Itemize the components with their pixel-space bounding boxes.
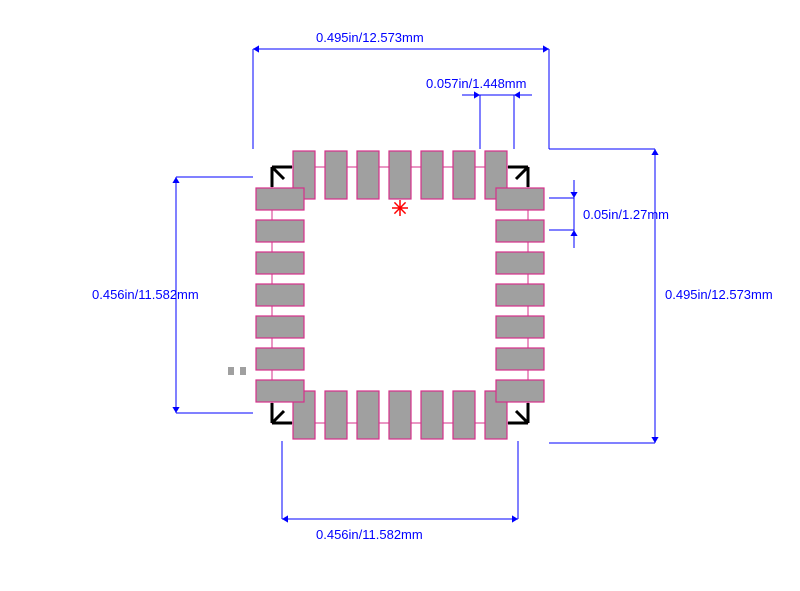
dim-label-pad-width: 0.057in/1.448mm: [426, 76, 526, 91]
dim-label-left-height: 0.456in/11.582mm: [92, 287, 199, 302]
dim-label-top-width: 0.495in/12.573mm: [316, 30, 424, 45]
dim-label-pad-pitch: 0.05in/1.27mm: [583, 207, 669, 222]
dim-label-bottom-width: 0.456in/11.582mm: [316, 527, 423, 542]
dim-label-right-height: 0.495in/12.573mm: [665, 287, 773, 302]
